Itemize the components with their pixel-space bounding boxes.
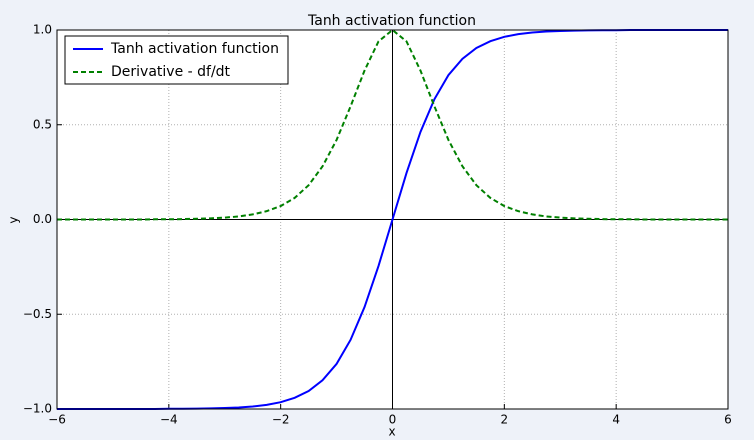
x-tick-label: 2	[501, 413, 509, 427]
legend-box	[64, 35, 289, 85]
y-tick-label: −1.0	[23, 402, 52, 416]
x-tick-label: 4	[612, 413, 620, 427]
plot-frame	[56, 29, 729, 410]
y-axis-label: y	[7, 216, 21, 223]
x-tick-label: 0	[389, 413, 397, 427]
legend-label: Tanh activation function	[110, 41, 279, 57]
chart-title: Tanh activation function	[307, 13, 476, 29]
y-tick-label: 1.0	[33, 23, 52, 37]
x-tick-label: −4	[160, 413, 178, 427]
y-tick-label: 0.5	[33, 117, 52, 131]
x-tick-label: −6	[48, 413, 66, 427]
x-tick-label: −2	[272, 413, 290, 427]
y-tick-label: −0.5	[23, 307, 52, 321]
y-tick-label: 0.0	[33, 212, 52, 226]
legend: Tanh activation function Derivative - df/…	[64, 35, 289, 85]
legend-label: Derivative - df/dt	[111, 64, 231, 80]
x-tick-label: 6	[724, 413, 732, 427]
x-axis-label: x	[388, 425, 395, 439]
